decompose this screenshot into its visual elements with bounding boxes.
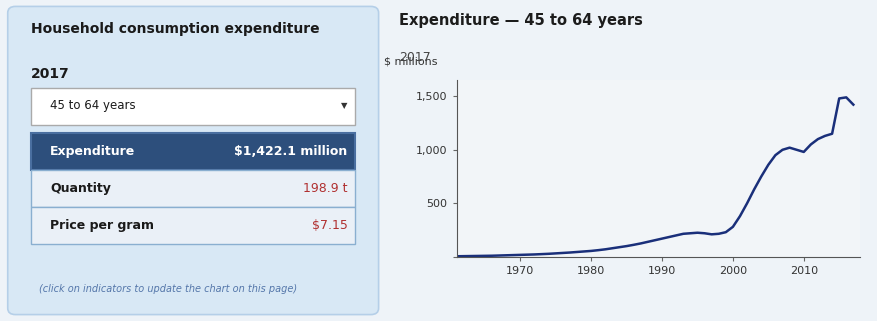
Text: $7.15: $7.15 [311, 219, 347, 232]
Text: (click on indicators to update the chart on this page): (click on indicators to update the chart… [39, 284, 296, 294]
Bar [31, 170, 355, 207]
FancyBboxPatch shape [8, 6, 378, 315]
Text: 2017: 2017 [31, 67, 69, 82]
Text: Expenditure — 45 to 64 years: Expenditure — 45 to 64 years [399, 13, 643, 28]
Text: Expenditure: Expenditure [50, 145, 135, 158]
Text: Price per gram: Price per gram [50, 219, 154, 232]
Bar [31, 133, 355, 170]
Text: Household consumption expenditure: Household consumption expenditure [31, 22, 319, 37]
Text: Quantity: Quantity [50, 182, 111, 195]
Text: $ millions: $ millions [383, 56, 437, 66]
Text: 45 to 64 years: 45 to 64 years [50, 100, 136, 112]
Text: 198.9 t: 198.9 t [303, 182, 347, 195]
Text: $1,422.1 million: $1,422.1 million [234, 145, 347, 158]
Text: 2017: 2017 [399, 51, 431, 64]
Text: ▼: ▼ [340, 101, 346, 110]
FancyBboxPatch shape [31, 88, 355, 125]
Bar [31, 207, 355, 244]
